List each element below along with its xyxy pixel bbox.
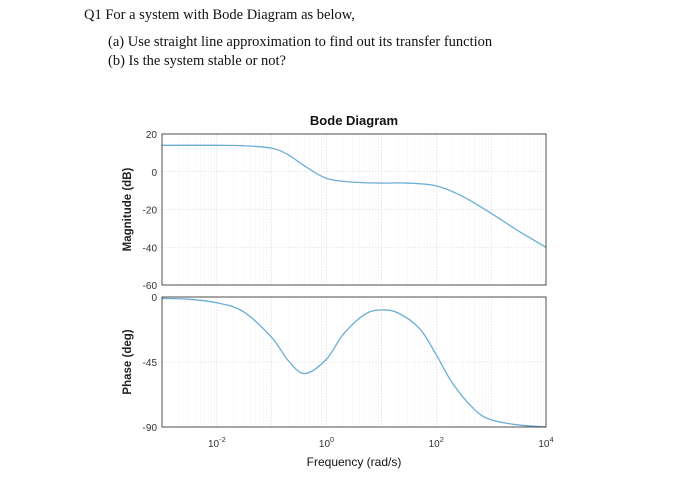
magnitude-ylabel: Magnitude (dB) bbox=[122, 167, 134, 251]
phase-y-tick-label: 0 bbox=[151, 293, 157, 304]
phase-y-tick-label: -90 bbox=[143, 423, 158, 434]
magnitude-y-tick-label: 0 bbox=[151, 168, 157, 179]
phase-panel: 0 -45 -90 Phase (deg) bbox=[122, 293, 547, 434]
x-tick-label: 100 bbox=[319, 435, 334, 450]
magnitude-y-tick-label: -40 bbox=[143, 243, 158, 254]
magnitude-frame bbox=[161, 133, 547, 286]
phase-frame bbox=[161, 296, 547, 428]
magnitude-panel: 20 0 -20 -40 -60 Magnitude (dB) bbox=[122, 130, 547, 292]
question-part-a: (a) Use straight line approximation to f… bbox=[108, 34, 493, 50]
magnitude-curve bbox=[161, 144, 547, 248]
phase-y-tick-label: -45 bbox=[143, 358, 158, 369]
magnitude-y-tick-label: -20 bbox=[143, 206, 158, 217]
phase-y-ticks: 0 -45 -90 bbox=[143, 293, 158, 434]
magnitude-y-ticks: 20 0 -20 -40 -60 bbox=[143, 130, 158, 292]
x-tick-label: 102 bbox=[429, 435, 444, 450]
question-text: Q1 For a system with Bode Diagram as bel… bbox=[84, 6, 492, 71]
question-heading: Q1 For a system with Bode Diagram as bel… bbox=[84, 7, 355, 23]
magnitude-y-tick-label: 20 bbox=[146, 130, 158, 141]
magnitude-y-tick-label: -60 bbox=[143, 281, 158, 292]
phase-curve bbox=[161, 297, 547, 428]
x-tick-label: 104 bbox=[538, 435, 553, 450]
x-tick-labels: 10-2 100 102 104 bbox=[208, 435, 554, 450]
x-tick-label: 10-2 bbox=[208, 435, 226, 450]
question-part-b: (b) Is the system stable or not? bbox=[108, 53, 286, 69]
question-parts: (a) Use straight line approximation to f… bbox=[108, 33, 492, 71]
phase-ylabel: Phase (deg) bbox=[122, 329, 134, 394]
x-axis-label: Frequency (rad/s) bbox=[307, 455, 402, 469]
chart-title: Bode Diagram bbox=[310, 113, 398, 128]
